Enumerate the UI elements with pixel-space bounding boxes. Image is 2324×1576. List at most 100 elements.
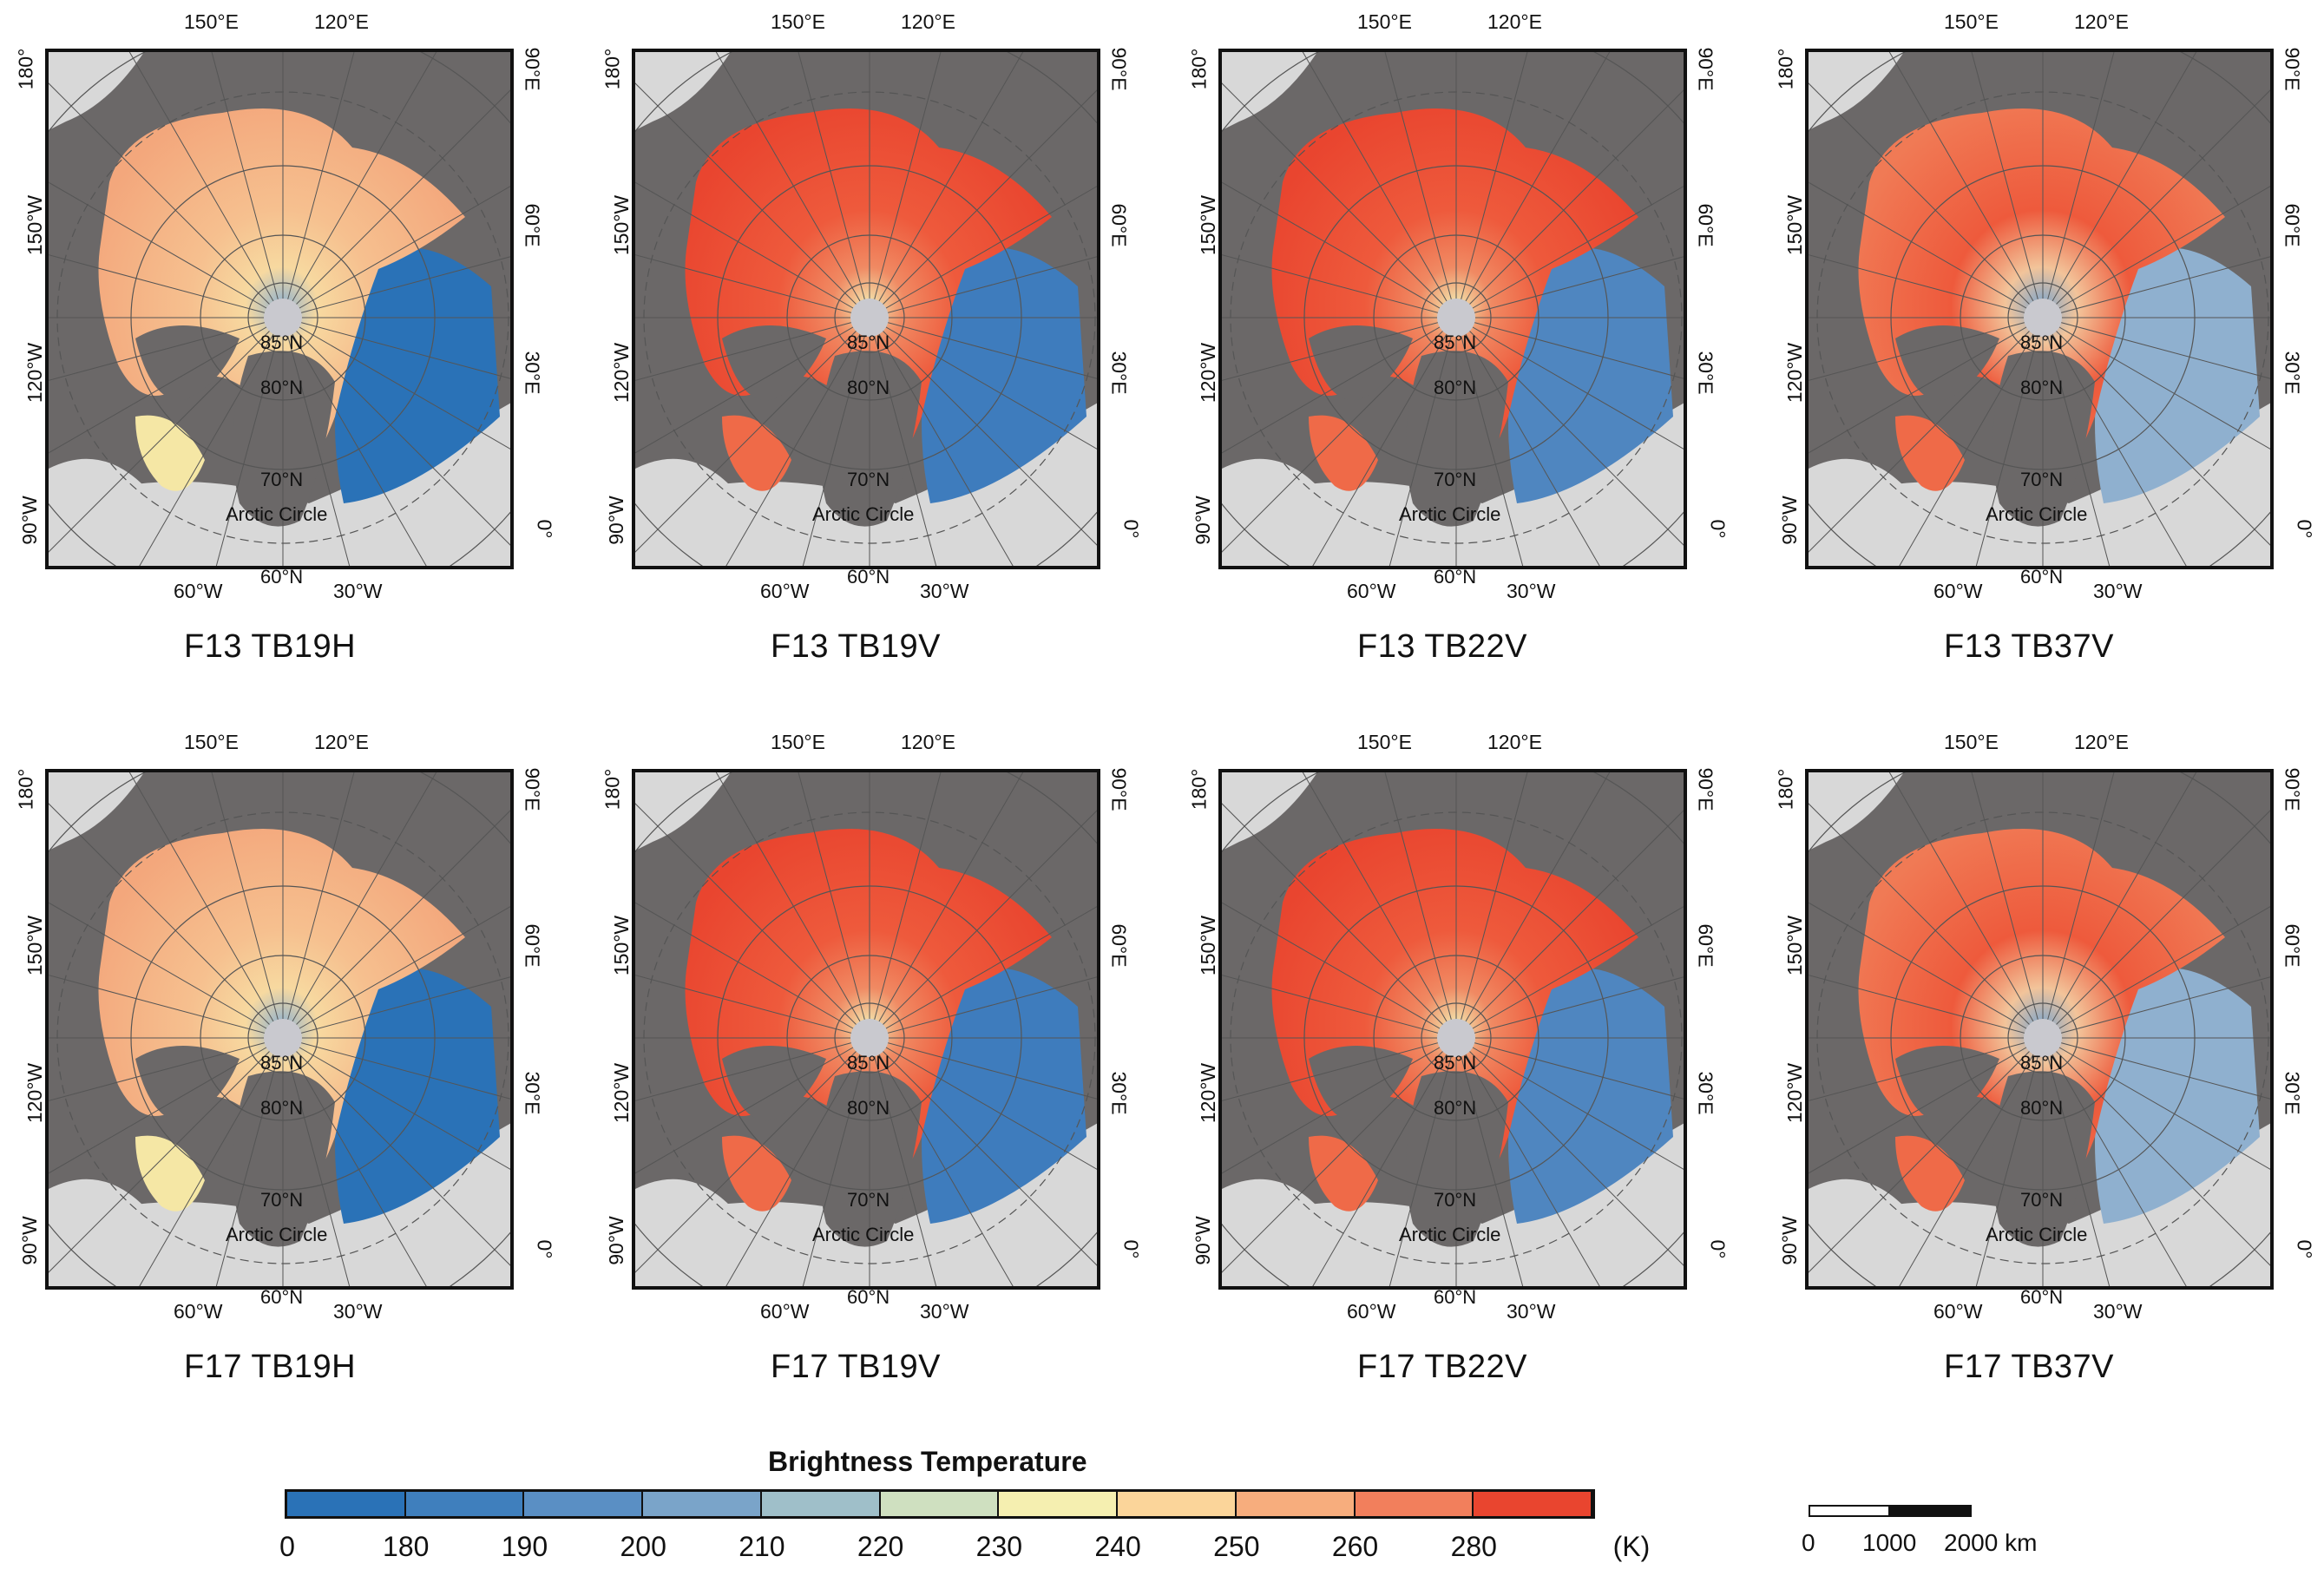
longitude-label-left_2: 150°W [1197,915,1220,976]
latitude-label-arctic: Arctic Circle [812,503,915,525]
longitude-label-bottom_1: 60°W [1347,1300,1396,1323]
longitude-label-right_2: 60°E [1107,923,1131,968]
meridian-line [635,181,870,318]
meridian-line [1222,317,1457,381]
meridian-line [2042,1037,2270,1100]
latitude-label-lat60: 60°N [1434,566,1477,588]
meridian-line [635,317,870,454]
map-panel: 85°N 80°N 70°N 60°N Arctic Circle 150°E 120°E 6… [1187,10,1729,665]
longitude-label-left_1: 180° [601,768,624,811]
greenland-landmass [233,1071,335,1247]
meridian-line [1809,902,2044,1039]
longitude-label-right_4: 0° [1706,519,1730,539]
open-ocean-area [1809,1123,2270,1286]
map-panel: 85°N 80°N 70°N 60°N Arctic Circle 150°E 120°E 6… [1774,10,2315,665]
meridian-line [1809,317,2044,553]
colorbar-tick-label: 240 [1094,1531,1141,1562]
longitude-label-top_2: 120°E [314,731,369,753]
canadian-archipelago [722,1046,826,1121]
meridian-line [282,976,510,1039]
colorbar-segment [1355,1492,1474,1516]
hudson-bay-area [635,458,746,566]
baffin-bay-ice [1309,1135,1378,1212]
longitude-label-bottom_2: 30°W [333,580,383,602]
longitude-label-top_2: 120°E [1487,10,1542,33]
meridian-line [1222,317,1457,454]
longitude-label-right_3: 30°E [1107,1071,1131,1115]
longitude-label-bottom_2: 30°W [920,580,969,602]
longitude-label-right_2: 60°E [2281,923,2304,968]
latitude-label-arctic: Arctic Circle [226,503,328,525]
meridian-line [282,1037,510,1100]
meridian-line [1971,772,2044,1039]
longitude-label-top_1: 150°E [771,10,825,33]
meridian-line [869,52,1024,318]
canadian-archipelago [1895,1046,1999,1121]
greenland-landmass [1992,1071,2095,1247]
longitude-label-left_4: 90°W [1191,496,1214,545]
meridian-line [869,186,1097,318]
meridian-line [1809,82,2044,318]
meridian-line [1455,317,1600,566]
hudson-bay-area [49,458,160,566]
meridian-line [869,906,1097,1039]
polar-map [45,49,514,569]
map-panel: 85°N 80°N 70°N 60°N Arctic Circle 150°E 120°E 6… [601,731,1142,1385]
longitude-label-top_2: 120°E [1487,731,1542,753]
longitude-label-left_1: 180° [14,48,37,90]
scale-bar-white-segment [1809,1505,1890,1517]
longitude-label-top_2: 120°E [2074,731,2129,753]
polar-map [632,769,1100,1290]
polar-map [1218,49,1687,569]
meridian-line [869,1037,1097,1100]
open-ocean-area [1809,403,2270,566]
meridian-line [869,317,1097,450]
polar-projection-svg [49,52,510,566]
meridian-line [1455,1037,1684,1100]
meridian-line [1455,976,1684,1039]
open-ocean-area [49,1123,510,1286]
meridian-line [1899,1037,2044,1286]
meridian-line [798,52,870,318]
meridian-line [869,256,1097,318]
longitude-label-left_4: 90°W [17,1216,41,1265]
meridian-line [869,1037,1097,1170]
meridian-line [215,317,284,566]
latitude-label-lat80: 80°N [260,377,304,398]
longitude-label-left_4: 90°W [1777,1216,1801,1265]
open-ocean-area [635,403,1097,566]
meridian-line [635,1037,870,1273]
panel-title: F13 TB37V [1944,628,2115,665]
open-ocean-area [1222,403,1684,566]
colorbar-segment [1118,1492,1237,1516]
pole-hole [2024,299,2062,337]
atlantic-sector-tb [922,247,1087,503]
meridian-line [1302,772,1457,1039]
colorbar-segment [524,1492,644,1516]
longitude-label-left_4: 90°W [1777,496,1801,545]
pacific-ocean-area [49,772,144,850]
longitude-label-top_1: 150°E [1357,10,1412,33]
longitude-label-right_4: 0° [1119,1239,1143,1259]
longitude-label-right_1: 90°E [521,767,544,811]
latitude-label-lat70: 70°N [260,1189,304,1211]
longitude-label-right_3: 30°E [1694,1071,1717,1115]
longitude-label-top_1: 150°E [184,10,239,33]
longitude-label-right_1: 90°E [521,47,544,91]
panel-title: F17 TB19V [771,1349,942,1385]
colorbar-tick-label: 180 [383,1531,430,1562]
meridian-line [2042,772,2115,1039]
greenland-landmass [233,351,335,527]
polar-projection-svg [1222,52,1684,566]
meridian-line [282,317,427,566]
longitude-label-bottom_2: 30°W [333,1300,383,1323]
atlantic-sector-tb [922,968,1087,1224]
hudson-bay-area [1222,458,1333,566]
colorbar-tick-label: 260 [1331,1531,1379,1562]
colorbar-tick-label: 210 [739,1531,785,1562]
colorbar-segment [643,1492,762,1516]
colorbar-tick-label: 190 [501,1531,548,1562]
atlantic-sector-tb [1508,247,1673,503]
longitude-label-right_1: 90°E [1694,767,1717,811]
latitude-label-lat60: 60°N [2020,566,2064,588]
